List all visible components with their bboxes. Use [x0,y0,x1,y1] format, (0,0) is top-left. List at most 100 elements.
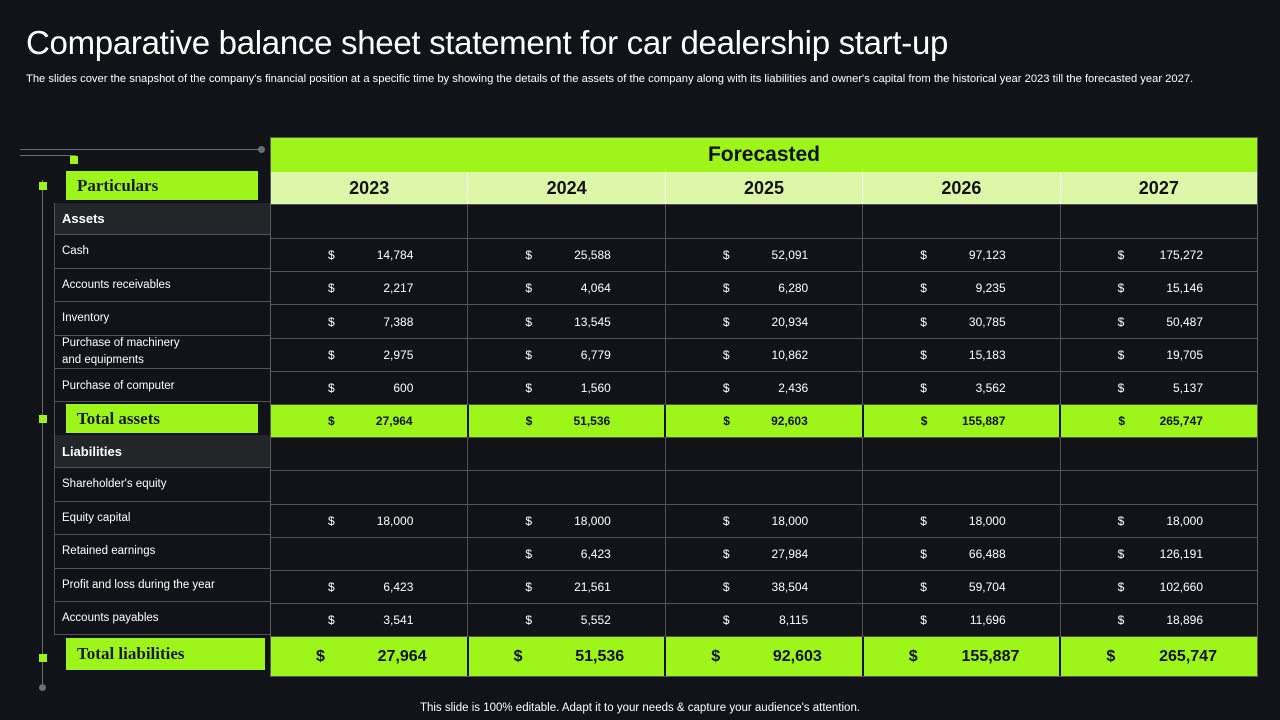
table-cell: $2,975 [271,339,467,371]
amount-value: 102,660 [1159,580,1204,594]
table-cell: $20,934 [664,305,862,338]
currency-symbol: $ [1117,314,1125,329]
amount-value: 7,388 [383,314,414,329]
currency-symbol: $ [328,381,335,395]
table-cell: $265,747 [1059,405,1257,437]
table-row-profit-loss: $6,423 $21,561 $38,504 $59,704 $102,660 [271,570,1257,603]
table-row-retained-earnings: $6,423 $27,984 $66,488 $126,191 [271,537,1257,570]
table-row-total-assets: $27,964 $51,536 $92,603 $155,887 $265,747 [271,404,1257,437]
connector-node-total-assets-icon [39,415,47,423]
currency-symbol: $ [525,580,533,594]
table-cell: $18,000 [1059,505,1257,537]
table-cell: $25,588 [467,239,664,271]
table-cell: $5,552 [467,604,664,636]
table-cell: $7,388 [271,305,467,338]
currency-symbol: $ [525,281,533,295]
row-label-receivables: Accounts receivables [55,269,271,302]
amount-value: 38,504 [771,580,809,594]
table-cell: $27,964 [271,405,467,437]
table-row-receivables: $2,217 $4,064 $6,280 $9,235 $15,146 [271,271,1257,304]
amount-value: 92,603 [772,647,822,665]
table-cell [1059,471,1257,504]
currency-symbol: $ [920,281,927,295]
table-cell: $51,536 [466,405,665,437]
table-row-inventory: $7,388 $13,545 $20,934 $30,785 $50,487 [271,304,1257,338]
table-cell [467,205,664,238]
table-cell [271,471,467,504]
currency-symbol: $ [1117,580,1125,594]
amount-value: 6,423 [580,547,611,561]
currency-symbol: $ [1117,348,1125,362]
table-row-liabilities-header [271,437,1257,470]
amount-value: 6,779 [580,348,611,362]
row-label-inventory: Inventory [55,302,271,336]
table-cell [467,438,664,470]
table-cell [664,471,862,504]
table-row-payables: $3,541 $5,552 $8,115 $11,696 $18,896 [271,603,1257,636]
currency-symbol: $ [328,281,335,295]
year-header: 2025 [664,172,862,204]
particulars-column: Assets Cash Accounts receivables Invento… [54,203,271,635]
amount-value: 3,562 [975,381,1006,395]
currency-symbol: $ [328,248,335,262]
table-cell: $18,000 [271,505,467,537]
currency-symbol: $ [1117,514,1125,528]
table-cell: $15,183 [862,339,1059,371]
amount-value: 8,115 [779,613,809,627]
table-cell [664,438,862,470]
amount-value: 27,984 [771,547,809,561]
currency-symbol: $ [525,381,533,395]
currency-symbol: $ [920,348,927,362]
currency-symbol: $ [920,613,927,627]
table-cell: $18,000 [862,505,1059,537]
currency-symbol: $ [1117,281,1125,295]
currency-symbol: $ [316,647,325,665]
table-cell: $10,862 [664,339,862,371]
table-cell: $11,696 [862,604,1059,636]
currency-symbol: $ [920,381,927,395]
amount-value: 92,603 [771,414,808,428]
currency-symbol: $ [722,348,730,362]
connector-line-top-short [20,155,76,156]
table-cell: $66,488 [862,538,1059,570]
table-cell [1059,205,1257,238]
table-cell: $6,280 [664,272,862,304]
currency-symbol: $ [525,414,533,428]
table-cell: $92,603 [664,405,862,437]
amount-value: 2,975 [383,348,414,362]
year-header: 2026 [862,172,1059,204]
amount-value: 18,000 [771,514,809,528]
connector-end-dot-bottom [39,684,46,691]
year-header: 2023 [349,177,390,198]
amount-value: 13,545 [574,314,611,329]
table-cell: $6,423 [271,571,467,603]
currency-symbol: $ [711,647,721,665]
table-row-computer: $600 $1,560 $2,436 $3,562 $5,137 [271,371,1257,404]
table-cell [862,438,1059,470]
currency-symbol: $ [525,314,533,329]
table-cell: $175,272 [1059,239,1257,271]
page-title: Comparative balance sheet statement for … [26,24,949,61]
table-cell: $155,887 [861,637,1060,676]
table-cell: $5,137 [1059,372,1257,404]
currency-symbol: $ [723,414,730,428]
currency-symbol: $ [920,248,927,262]
currency-symbol: $ [920,314,927,329]
amount-value: 2,436 [778,381,809,395]
amount-value: 51,536 [575,647,625,665]
currency-symbol: $ [525,613,533,627]
row-label-retained-earnings: Retained earnings [55,535,271,569]
currency-symbol: $ [328,514,335,528]
table-cell: $6,779 [467,339,664,371]
amount-value: 50,487 [1166,314,1204,329]
amount-value: 20,934 [771,314,809,329]
amount-value: 18,000 [1166,514,1204,528]
table-cell: $265,747 [1059,637,1257,676]
amount-value: 5,137 [1173,381,1204,395]
amount-value: 14,784 [376,248,414,262]
currency-symbol: $ [328,314,335,329]
amount-value: 10,862 [771,348,809,362]
amount-value: 4,064 [580,281,611,295]
forecast-table: Forecasted 2023 2024 2025 2026 2027 $14,… [270,137,1258,677]
table-cell: $126,191 [1059,538,1257,570]
